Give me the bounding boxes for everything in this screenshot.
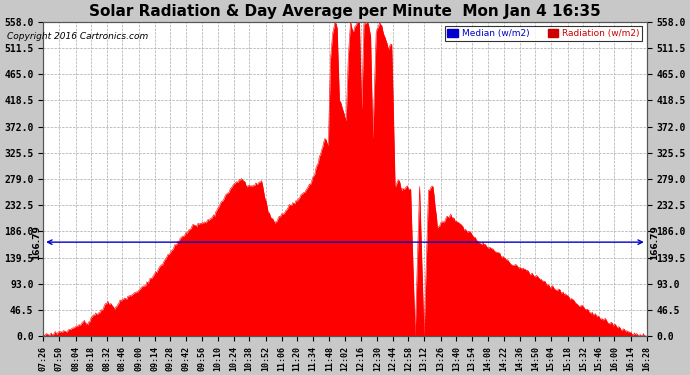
Legend: Median (w/m2), Radiation (w/m2): Median (w/m2), Radiation (w/m2) — [445, 26, 642, 40]
Text: 166.79: 166.79 — [650, 225, 659, 260]
Title: Solar Radiation & Day Average per Minute  Mon Jan 4 16:35: Solar Radiation & Day Average per Minute… — [89, 4, 601, 19]
Text: Copyright 2016 Cartronics.com: Copyright 2016 Cartronics.com — [7, 32, 148, 41]
Text: 166.79: 166.79 — [32, 225, 41, 260]
